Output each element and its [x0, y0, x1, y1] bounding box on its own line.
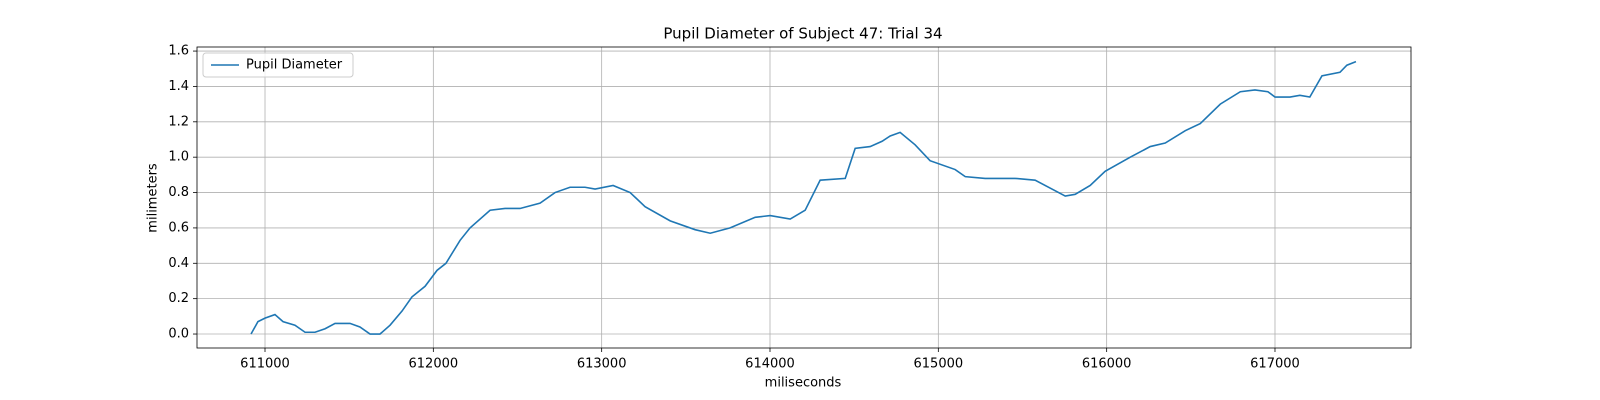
x-tick-label: 614000 [745, 357, 795, 372]
y-tick-label: 0.4 [168, 256, 189, 271]
y-tick-label: 0.6 [168, 220, 189, 235]
y-tick-label: 1.0 [168, 150, 189, 165]
y-tick-label: 0.8 [168, 185, 189, 200]
x-tick-label: 611000 [240, 357, 290, 372]
y-tick-label: 0.0 [168, 327, 189, 342]
chart-title: Pupil Diameter of Subject 47: Trial 34 [663, 25, 942, 43]
y-tick-label: 0.2 [168, 291, 189, 306]
x-tick-label: 613000 [577, 357, 627, 372]
y-axis-label: milimeters [146, 163, 161, 233]
plot-frame [196, 46, 1412, 349]
y-tick-label: 1.2 [168, 114, 189, 129]
legend-label: Pupil Diameter [246, 58, 343, 73]
x-axis-label: miliseconds [765, 376, 842, 391]
x-tick-label: 612000 [409, 357, 459, 372]
x-tick-label: 616000 [1082, 357, 1132, 372]
x-tick-label: 615000 [914, 357, 964, 372]
data-line [250, 60, 1357, 335]
y-tick-label: 1.4 [168, 79, 189, 94]
legend-box [202, 52, 354, 78]
y-tick-label: 1.6 [168, 44, 189, 59]
x-tick-label: 617000 [1250, 357, 1300, 372]
